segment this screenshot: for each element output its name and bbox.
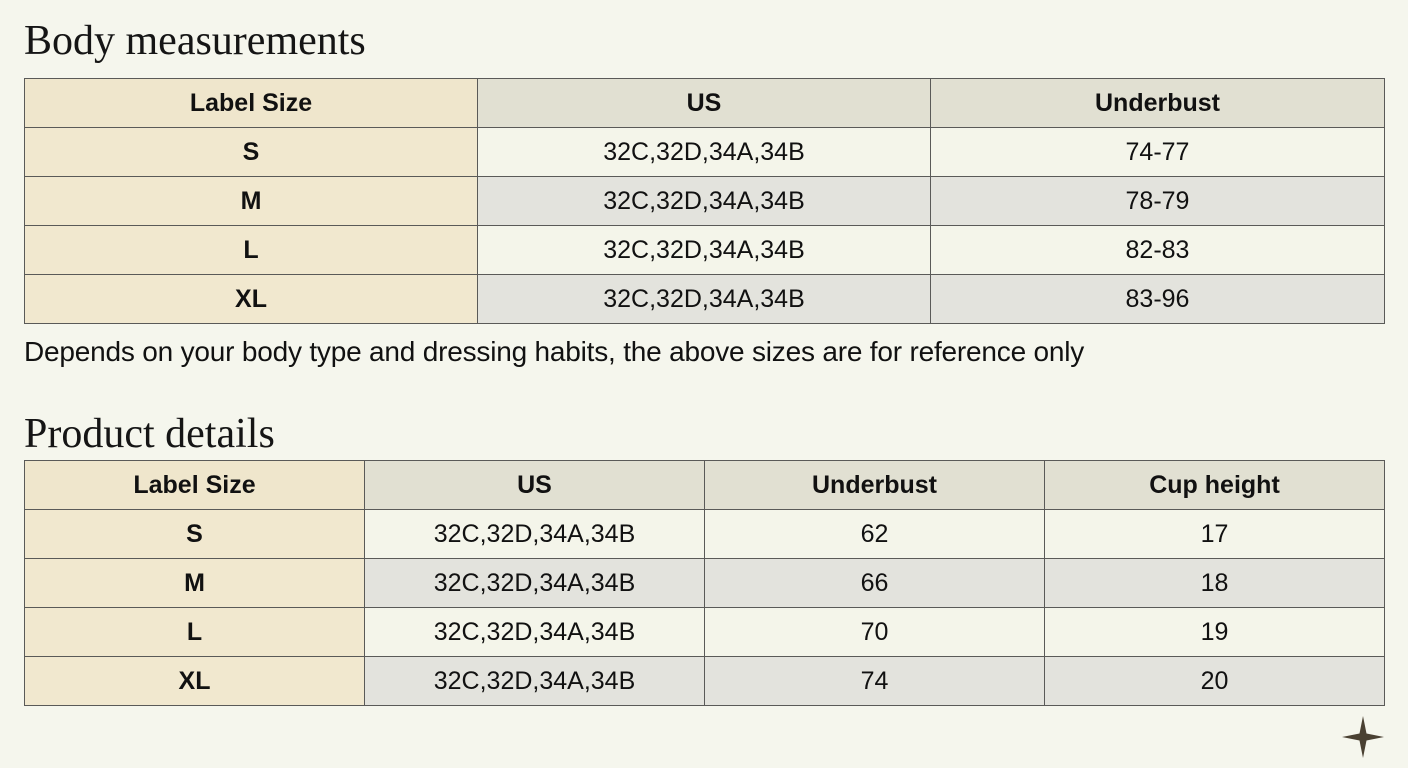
- cell-us: 32C,32D,34A,34B: [477, 274, 931, 324]
- table-row: S 32C,32D,34A,34B 74-77: [24, 127, 1385, 177]
- cell-label-size: L: [24, 225, 478, 275]
- cell-underbust: 83-96: [930, 274, 1385, 324]
- cell-underbust: 82-83: [930, 225, 1385, 275]
- table-row: XL 32C,32D,34A,34B 74 20: [24, 656, 1385, 706]
- header-underbust: Underbust: [704, 460, 1045, 510]
- cell-us: 32C,32D,34A,34B: [364, 656, 705, 706]
- reference-note: Depends on your body type and dressing h…: [24, 336, 1085, 367]
- cell-underbust: 70: [704, 607, 1045, 657]
- cell-underbust: 62: [704, 509, 1045, 559]
- table-row: L 32C,32D,34A,34B 70 19: [24, 607, 1385, 657]
- header-us: US: [364, 460, 705, 510]
- cell-label-size: M: [24, 558, 365, 608]
- header-underbust: Underbust: [930, 78, 1385, 128]
- table-row: L 32C,32D,34A,34B 82-83: [24, 225, 1385, 275]
- body-measurements-table: Label Size US Underbust S 32C,32D,34A,34…: [24, 78, 1385, 324]
- cell-us: 32C,32D,34A,34B: [477, 127, 931, 177]
- table-row: M 32C,32D,34A,34B 78-79: [24, 176, 1385, 226]
- cell-label-size: S: [24, 509, 365, 559]
- header-label-size: Label Size: [24, 78, 478, 128]
- cell-us: 32C,32D,34A,34B: [477, 225, 931, 275]
- cell-label-size: M: [24, 176, 478, 226]
- cell-us: 32C,32D,34A,34B: [364, 558, 705, 608]
- cell-underbust: 78-79: [930, 176, 1385, 226]
- cell-underbust: 74: [704, 656, 1045, 706]
- cell-label-size: S: [24, 127, 478, 177]
- table-header-row: Label Size US Underbust Cup height: [24, 460, 1385, 510]
- header-label-size: Label Size: [24, 460, 365, 510]
- cell-label-size: XL: [24, 274, 478, 324]
- table-row: S 32C,32D,34A,34B 62 17: [24, 509, 1385, 559]
- table-header-row: Label Size US Underbust: [24, 78, 1385, 128]
- cell-cup-height: 17: [1044, 509, 1385, 559]
- cell-cup-height: 20: [1044, 656, 1385, 706]
- cell-underbust: 74-77: [930, 127, 1385, 177]
- header-us: US: [477, 78, 931, 128]
- cell-us: 32C,32D,34A,34B: [364, 509, 705, 559]
- cell-label-size: L: [24, 607, 365, 657]
- product-details-title: Product details: [24, 411, 275, 457]
- cell-us: 32C,32D,34A,34B: [477, 176, 931, 226]
- cell-us: 32C,32D,34A,34B: [364, 607, 705, 657]
- cell-underbust: 66: [704, 558, 1045, 608]
- body-measurements-title: Body measurements: [24, 18, 366, 64]
- cell-cup-height: 18: [1044, 558, 1385, 608]
- product-details-table: Label Size US Underbust Cup height S 32C…: [24, 460, 1385, 706]
- table-row: XL 32C,32D,34A,34B 83-96: [24, 274, 1385, 324]
- cell-cup-height: 19: [1044, 607, 1385, 657]
- sparkle-icon: [1342, 716, 1384, 758]
- table-row: M 32C,32D,34A,34B 66 18: [24, 558, 1385, 608]
- cell-label-size: XL: [24, 656, 365, 706]
- header-cup-height: Cup height: [1044, 460, 1385, 510]
